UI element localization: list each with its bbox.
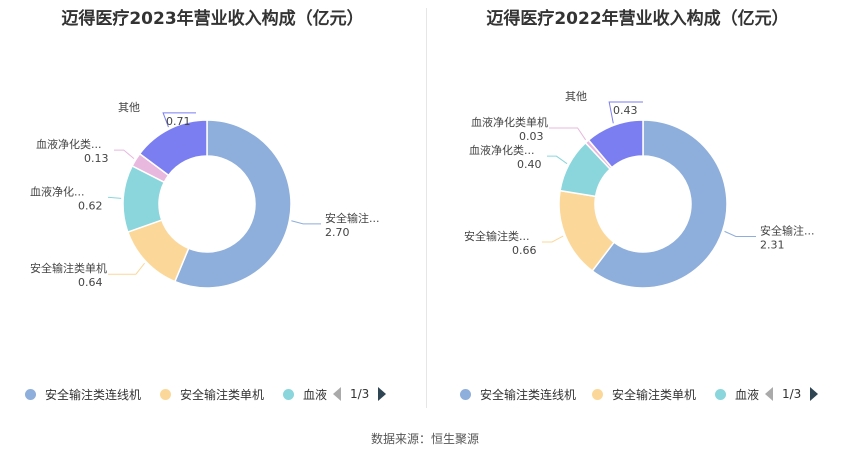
slice-label: 血液净化...	[30, 184, 85, 198]
slice-label: 安全输注...	[760, 223, 815, 237]
legend-item[interactable]: 安全输注类单机	[160, 384, 264, 404]
legend-label: 安全输注类连线机	[480, 387, 577, 402]
label-leader-line	[108, 262, 146, 275]
slice-label: 血液净化类单机	[471, 115, 548, 129]
label-leader-line	[291, 220, 321, 225]
data-source-note: 数据来源：恒生聚源	[370, 432, 479, 446]
legend-label: 血液	[735, 387, 760, 402]
legend-pager: 1/3	[333, 384, 387, 404]
legend-label: 安全输注类单机	[180, 387, 265, 402]
legend-dot-icon	[592, 388, 603, 400]
slice-value: 0.62	[78, 199, 103, 212]
pie-slice[interactable]	[173, 119, 292, 289]
pie-slice[interactable]	[587, 119, 644, 169]
legend-page-indicator: 1/3	[782, 387, 802, 401]
prev-page-icon[interactable]	[765, 387, 773, 401]
label-leader-line	[114, 149, 135, 159]
label-leader-line	[724, 230, 756, 237]
slice-value: 0.13	[84, 152, 109, 165]
label-leader-line	[549, 127, 587, 141]
slice-label: 其他	[565, 90, 587, 103]
label-leader-line	[547, 155, 568, 165]
legend-label: 血液	[303, 387, 328, 402]
legend-dot-icon	[283, 388, 294, 400]
prev-page-icon[interactable]	[333, 387, 341, 401]
slice-label: 血液净化类...	[36, 137, 102, 151]
legend-item[interactable]: 血液	[715, 384, 759, 404]
slice-label: 安全输注...	[325, 211, 380, 225]
divider	[426, 8, 427, 408]
slice-value: 0.03	[519, 130, 544, 143]
slice-value: 0.71	[166, 115, 191, 128]
chart-panel-2022: 迈得医疗2022年营业收入构成（亿元） 安全输注... 2.31 安全输注类... 0…	[425, 0, 850, 420]
next-page-icon[interactable]	[378, 387, 387, 401]
legend-dot-icon	[160, 388, 171, 400]
legend-item[interactable]: 血液	[283, 384, 327, 404]
legend-dot-icon	[25, 388, 36, 400]
slice-label: 血液净化类...	[469, 143, 535, 157]
label-leader-line	[108, 196, 122, 199]
legend-label: 安全输注类单机	[612, 387, 697, 402]
legend-item[interactable]: 安全输注类连线机	[25, 384, 141, 404]
legend-pager: 1/3	[765, 384, 819, 404]
next-page-icon[interactable]	[810, 387, 819, 401]
legend-dot-icon	[460, 388, 471, 400]
legend-item[interactable]: 安全输注类连线机	[460, 384, 576, 404]
label-leader-line	[162, 112, 196, 128]
label-leader-line	[608, 101, 643, 124]
slice-value: 0.43	[613, 104, 638, 117]
chart-title: 迈得医疗2022年营业收入构成（亿元）	[486, 9, 789, 29]
slice-value: 2.31	[760, 238, 785, 251]
slice-value: 2.70	[325, 226, 350, 239]
legend: 安全输注类连线机 安全输注类单机 血液 1/3	[425, 384, 850, 404]
slice-value: 0.64	[78, 276, 103, 289]
slice-label: 其他	[118, 101, 140, 114]
legend-dot-icon	[715, 388, 726, 400]
pie-slice[interactable]	[591, 119, 728, 289]
slice-label: 安全输注类...	[464, 229, 530, 243]
slice-value: 0.40	[517, 158, 542, 171]
label-leader-line	[542, 235, 564, 243]
chart-panel-2023: 迈得医疗2023年营业收入构成（亿元） 安全输注... 2.70 安全输注类单机 0.…	[0, 0, 425, 420]
pie-slice[interactable]	[138, 119, 208, 177]
chart-title: 迈得医疗2023年营业收入构成（亿元）	[61, 9, 364, 29]
slice-label: 安全输注类单机	[30, 261, 107, 275]
legend-label: 安全输注类连线机	[45, 387, 142, 402]
legend: 安全输注类连线机 安全输注类单机 血液 1/3	[0, 384, 425, 404]
legend-item[interactable]: 安全输注类单机	[592, 384, 696, 404]
donut-chart-2022: 安全输注...2.31 安全输注类...0.66 血液净化类...0.40 血液净化类…	[464, 90, 815, 289]
legend-page-indicator: 1/3	[350, 387, 370, 401]
slice-value: 0.66	[512, 244, 537, 257]
